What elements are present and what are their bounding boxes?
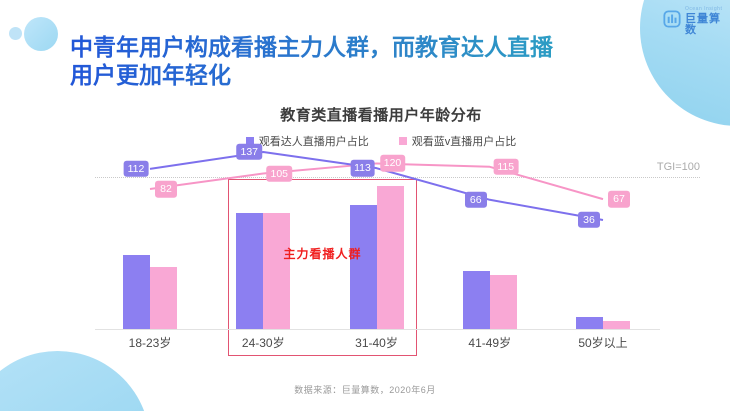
line-value-label: 120	[379, 155, 406, 172]
tgi-reference-line	[95, 177, 700, 178]
lanv-bar-bar	[263, 212, 291, 329]
daren-bar-bar	[236, 212, 264, 329]
brand-name-cn: 巨量算数	[685, 13, 721, 36]
line-value-label: 115	[493, 158, 519, 176]
line-value-label: 113	[350, 159, 375, 177]
legend-swatch-lanv	[398, 137, 407, 145]
daren-bar-bar	[349, 205, 377, 329]
x-axis-line	[95, 329, 660, 330]
line-value-label: 82	[155, 180, 177, 198]
legend-item-lanv: 观看蓝v直播用户占比	[398, 133, 517, 149]
line-value-label: 67	[608, 190, 630, 208]
lanv-bar-bar	[150, 267, 177, 329]
tgi-reference-label: TGI=100	[656, 161, 700, 173]
x-axis-label: 31-40岁	[355, 336, 398, 350]
legend-item-daren: 观看达人直播用户占比	[245, 133, 369, 149]
bar-chart-logo-icon	[663, 10, 681, 33]
x-axis-label: 24-30岁	[241, 336, 285, 350]
line-value-label: 112	[123, 160, 149, 178]
decor-circle-top-left-small	[9, 27, 22, 40]
line-value-label: 66	[464, 191, 487, 209]
annotation-label: 主力看播人群	[283, 247, 362, 261]
decor-circle-top-left-big	[24, 17, 58, 51]
legend-swatch-daren	[245, 137, 254, 145]
daren-bar-bar	[462, 270, 490, 329]
line-value-label: 137	[236, 143, 263, 161]
chart-title: 教育类直播看播用户年龄分布	[280, 107, 482, 124]
daren-bar-bar	[123, 255, 150, 329]
brand-logo: Ocean Insight 巨量算数	[663, 7, 730, 36]
source-note: 数据来源：巨量算数，2020年6月	[294, 385, 436, 395]
line-value-label: 105	[266, 165, 293, 182]
legend-label-lanv: 观看蓝v直播用户占比	[411, 136, 517, 148]
x-axis-label: 50岁以上	[578, 336, 628, 350]
lanv-bar-bar	[603, 321, 630, 329]
daren-bar-bar	[576, 317, 603, 329]
brand-name-en: Ocean Insight	[685, 6, 723, 12]
lanv-bar-bar	[489, 274, 517, 329]
x-axis-label: 41-49岁	[468, 336, 512, 350]
legend-label-daren: 观看达人直播用户占比	[258, 136, 369, 148]
x-axis-label: 18-23岁	[128, 336, 172, 350]
line-value-label: 36	[578, 211, 600, 229]
chart-legend: 观看达人直播用户占比 观看蓝v直播用户占比	[32, 133, 730, 149]
